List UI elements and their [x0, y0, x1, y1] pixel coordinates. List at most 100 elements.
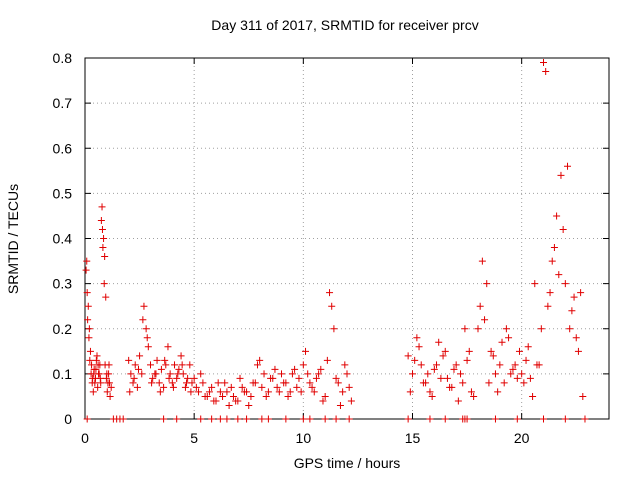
data-point: [507, 370, 515, 378]
data-point: [161, 356, 169, 364]
data-point: [537, 325, 545, 333]
y-tick-label: 0.4: [53, 231, 73, 247]
data-point: [91, 374, 99, 382]
data-point: [577, 289, 585, 297]
data-point: [245, 401, 253, 409]
data-point: [566, 325, 574, 333]
zero-point: [197, 415, 205, 423]
data-point: [83, 289, 91, 297]
data-point: [275, 388, 283, 396]
data-point: [413, 334, 421, 342]
data-point: [155, 379, 163, 387]
data-point: [310, 388, 318, 396]
data-point: [574, 347, 582, 355]
data-point: [443, 374, 451, 382]
data-point: [88, 361, 96, 369]
data-point: [260, 370, 268, 378]
data-point: [143, 334, 151, 342]
data-point: [491, 370, 499, 378]
data-point: [84, 316, 92, 324]
data-point: [332, 374, 340, 382]
zero-point: [234, 415, 242, 423]
data-point: [214, 379, 222, 387]
data-point: [526, 374, 534, 382]
data-point: [168, 379, 176, 387]
data-point: [568, 307, 576, 315]
data-point: [515, 347, 523, 355]
data-point: [240, 388, 248, 396]
data-point: [334, 379, 342, 387]
y-tick-label: 0.3: [53, 276, 73, 292]
data-point: [435, 338, 443, 346]
data-point: [546, 289, 554, 297]
data-point: [544, 302, 552, 310]
data-point: [288, 370, 296, 378]
data-point: [253, 361, 261, 369]
data-point: [323, 356, 331, 364]
x-tick-label: 10: [296, 430, 312, 446]
data-point: [142, 325, 150, 333]
data-point: [130, 374, 138, 382]
data-point: [295, 374, 303, 382]
zero-point: [426, 415, 434, 423]
data-point: [343, 370, 351, 378]
data-point: [463, 356, 471, 364]
data-point: [89, 388, 97, 396]
zero-point: [223, 415, 231, 423]
data-point: [483, 280, 491, 288]
data-point: [105, 379, 113, 387]
data-point: [86, 356, 94, 364]
data-point: [82, 266, 90, 274]
zero-point: [216, 415, 224, 423]
data-point: [428, 392, 436, 400]
data-point: [157, 365, 165, 373]
data-point: [160, 383, 168, 391]
data-point: [572, 334, 580, 342]
y-tick-label: 0.1: [53, 366, 73, 382]
data-point: [328, 302, 336, 310]
data-point: [557, 171, 565, 179]
data-point: [299, 361, 307, 369]
data-point: [302, 347, 310, 355]
zero-point: [208, 415, 216, 423]
zero-point: [561, 415, 569, 423]
data-point: [103, 388, 111, 396]
data-point: [186, 361, 194, 369]
data-point: [101, 361, 109, 369]
data-point: [97, 216, 105, 224]
data-point: [426, 388, 434, 396]
data-point: [99, 244, 107, 252]
data-point: [452, 361, 460, 369]
data-point: [236, 374, 244, 382]
zero-point: [282, 415, 290, 423]
data-point: [280, 379, 288, 387]
data-point: [496, 361, 504, 369]
data-point: [347, 397, 355, 405]
data-point: [336, 401, 344, 409]
data-point: [415, 343, 423, 351]
data-point: [409, 370, 416, 378]
data-point: [90, 365, 98, 373]
data-point: [286, 388, 294, 396]
data-point: [500, 379, 508, 387]
data-point: [238, 383, 246, 391]
data-point: [171, 361, 179, 369]
zero-point: [404, 415, 412, 423]
data-point: [511, 361, 519, 369]
data-point: [406, 388, 414, 396]
data-point: [125, 356, 133, 364]
data-point: [187, 388, 195, 396]
data-point: [505, 334, 513, 342]
x-tick-label: 20: [514, 430, 530, 446]
zero-point: [321, 415, 329, 423]
chart-title: Day 311 of 2017, SRMTID for receiver prc…: [211, 17, 478, 33]
data-point: [306, 379, 314, 387]
data-point: [319, 397, 327, 405]
data-point: [339, 388, 347, 396]
data-point: [297, 388, 305, 396]
data-point: [465, 347, 473, 355]
data-point: [522, 356, 530, 364]
data-point: [559, 225, 567, 233]
data-point: [95, 370, 103, 378]
zero-point: [332, 415, 340, 423]
